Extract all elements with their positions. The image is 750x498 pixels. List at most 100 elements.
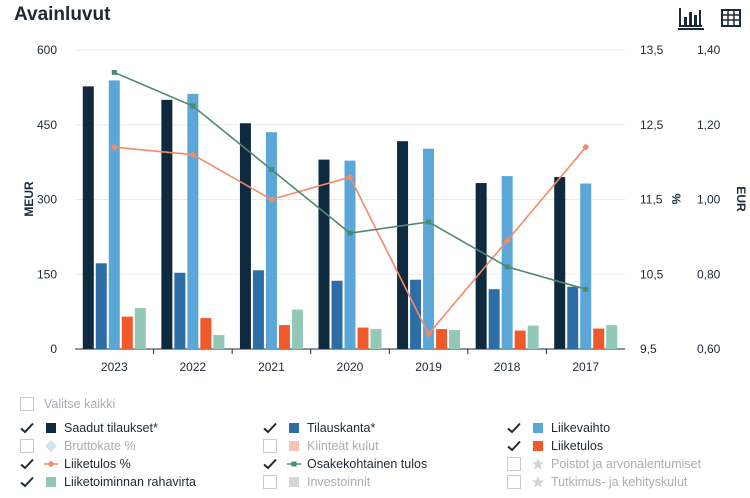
checkmark-icon[interactable] <box>263 457 277 471</box>
y-tick-label-eur: 0,60 <box>697 342 721 356</box>
bar-liiketulos <box>436 329 448 349</box>
bar-liiketoiminnan-rahavirta <box>291 309 303 349</box>
y-axis-label-pct: % <box>669 194 683 205</box>
bar-tilauskanta <box>488 289 500 349</box>
page-title: Avainluvut <box>14 4 111 25</box>
legend-label: Tutkimus- ja kehityskulut <box>551 475 688 489</box>
checkmark-icon[interactable] <box>20 457 34 471</box>
y-tick-label-left: 150 <box>37 267 57 281</box>
legend-label: Poistot ja arvonalentumiset <box>551 457 702 471</box>
bar-saadut-tilaukset <box>475 183 487 349</box>
checkmark-icon[interactable] <box>507 421 521 435</box>
legend-item[interactable]: Tutkimus- ja kehityskulut <box>507 473 687 491</box>
checkbox[interactable] <box>507 475 521 489</box>
legend-symbol-icon <box>287 421 301 435</box>
legend-symbol-icon <box>287 457 301 471</box>
point-liiketulos-pct <box>582 143 590 151</box>
legend-item[interactable]: Tilauskanta* <box>263 419 375 437</box>
legend-symbol-icon <box>44 421 58 435</box>
legend-label: Tilauskanta* <box>307 421 376 435</box>
point-liiketulos-pct <box>425 330 433 338</box>
legend-item[interactable]: Liikevaihto <box>507 419 610 437</box>
legend-item[interactable]: Poistot ja arvonalentumiset <box>507 455 701 473</box>
point-liiketulos-pct <box>267 196 275 203</box>
checkbox[interactable] <box>263 439 277 453</box>
key-figures-chart: 0 150 300 450 600 9,5 10,5 11,5 12,5 13,5 0,60 0,80… <box>22 43 748 374</box>
bar-liikevaihto <box>108 80 120 350</box>
legend-label: Liiketulos % <box>64 457 131 471</box>
legend-item[interactable]: Liiketulos % <box>20 455 131 473</box>
legend-label: Valitse kaikki <box>44 397 116 411</box>
bar-liiketoiminnan-rahavirta <box>213 335 225 349</box>
bar-liikevaihto <box>423 148 435 349</box>
legend-item[interactable]: Investoinnit <box>263 473 370 491</box>
table-view-button[interactable] <box>718 7 744 29</box>
legend-item[interactable]: Kiinteät kulut <box>263 437 379 455</box>
bar-liikevaihto <box>344 160 356 349</box>
bar-tilauskanta <box>252 270 264 349</box>
bar-liikevaihto <box>265 132 277 349</box>
table-icon <box>721 9 741 27</box>
y-tick-label-left: 450 <box>37 118 57 132</box>
legend-select-all[interactable]: Valitse kaikki <box>20 395 115 413</box>
checkmark-icon[interactable] <box>20 475 34 489</box>
legend-item[interactable]: Saadut tilaukset* <box>20 419 158 437</box>
legend-symbol-icon <box>531 421 545 435</box>
legend-symbol-icon <box>531 439 545 453</box>
checkmark-icon[interactable] <box>20 421 34 435</box>
legend-label: Kiinteät kulut <box>307 439 379 453</box>
checkmark-icon[interactable] <box>507 439 521 453</box>
legend-item[interactable]: Liiketulos <box>507 437 603 455</box>
x-tick-label: 2019 <box>415 360 442 374</box>
checkmark-icon[interactable] <box>263 421 277 435</box>
bar-saadut-tilaukset <box>397 141 409 349</box>
bar-liikevaihto <box>187 93 199 349</box>
bar-liiketulos <box>357 327 369 349</box>
x-tick-label: 2021 <box>258 360 285 374</box>
legend-symbol-icon <box>531 457 545 471</box>
y-axis-label-left: MEUR <box>22 181 36 217</box>
bar-liiketoiminnan-rahavirta <box>134 308 146 349</box>
x-tick-label: 2023 <box>101 360 128 374</box>
chart-view-button[interactable] <box>678 6 704 30</box>
view-switcher <box>678 6 744 30</box>
legend-label: Liiketulos <box>551 439 604 453</box>
bar-liiketoiminnan-rahavirta <box>449 330 461 349</box>
point-liiketulos-pct <box>346 173 354 181</box>
point-osakekohtainen-tulos <box>111 69 117 75</box>
bar-tilauskanta <box>567 286 579 349</box>
y-tick-label-pct: 10,5 <box>640 267 664 281</box>
point-liiketulos-pct <box>503 237 511 245</box>
bar-tilauskanta <box>95 263 107 349</box>
y-tick-label-pct: 9,5 <box>640 342 657 356</box>
y-tick-label-eur: 1,00 <box>697 193 721 207</box>
legend-item[interactable]: Liiketoiminnan rahavirta <box>20 473 196 491</box>
y-tick-label-left: 600 <box>37 43 57 57</box>
legend-symbol-icon <box>44 475 58 489</box>
y-tick-label-pct: 11,5 <box>640 193 663 207</box>
bar-tilauskanta <box>410 279 422 349</box>
bar-liiketoiminnan-rahavirta <box>606 325 618 349</box>
bar-liiketulos <box>514 330 526 349</box>
x-tick-label: 2020 <box>337 360 364 374</box>
checkbox[interactable] <box>20 397 34 411</box>
legend-item[interactable]: Osakekohtainen tulos <box>263 455 427 473</box>
point-osakekohtainen-tulos <box>583 286 589 292</box>
bar-liiketoiminnan-rahavirta <box>527 325 539 349</box>
bar-saadut-tilaukset <box>318 159 330 349</box>
legend-label: Liiketoiminnan rahavirta <box>64 475 197 489</box>
y-tick-label-left: 0 <box>50 342 57 356</box>
point-liiketulos-pct <box>189 151 197 159</box>
legend-item[interactable]: Bruttokate % <box>20 437 136 455</box>
y-tick-label-eur: 1,20 <box>697 118 721 132</box>
bar-liiketulos <box>278 325 290 349</box>
bar-chart-icon <box>679 8 702 27</box>
legend-symbol-icon <box>44 457 58 471</box>
bar-tilauskanta <box>331 280 343 349</box>
checkbox[interactable] <box>507 457 521 471</box>
bar-liiketoiminnan-rahavirta <box>370 329 382 349</box>
checkbox[interactable] <box>263 475 277 489</box>
y-tick-label-eur: 0,80 <box>697 267 721 281</box>
y-tick-label-eur: 1,40 <box>697 43 721 57</box>
checkbox[interactable] <box>20 439 34 453</box>
